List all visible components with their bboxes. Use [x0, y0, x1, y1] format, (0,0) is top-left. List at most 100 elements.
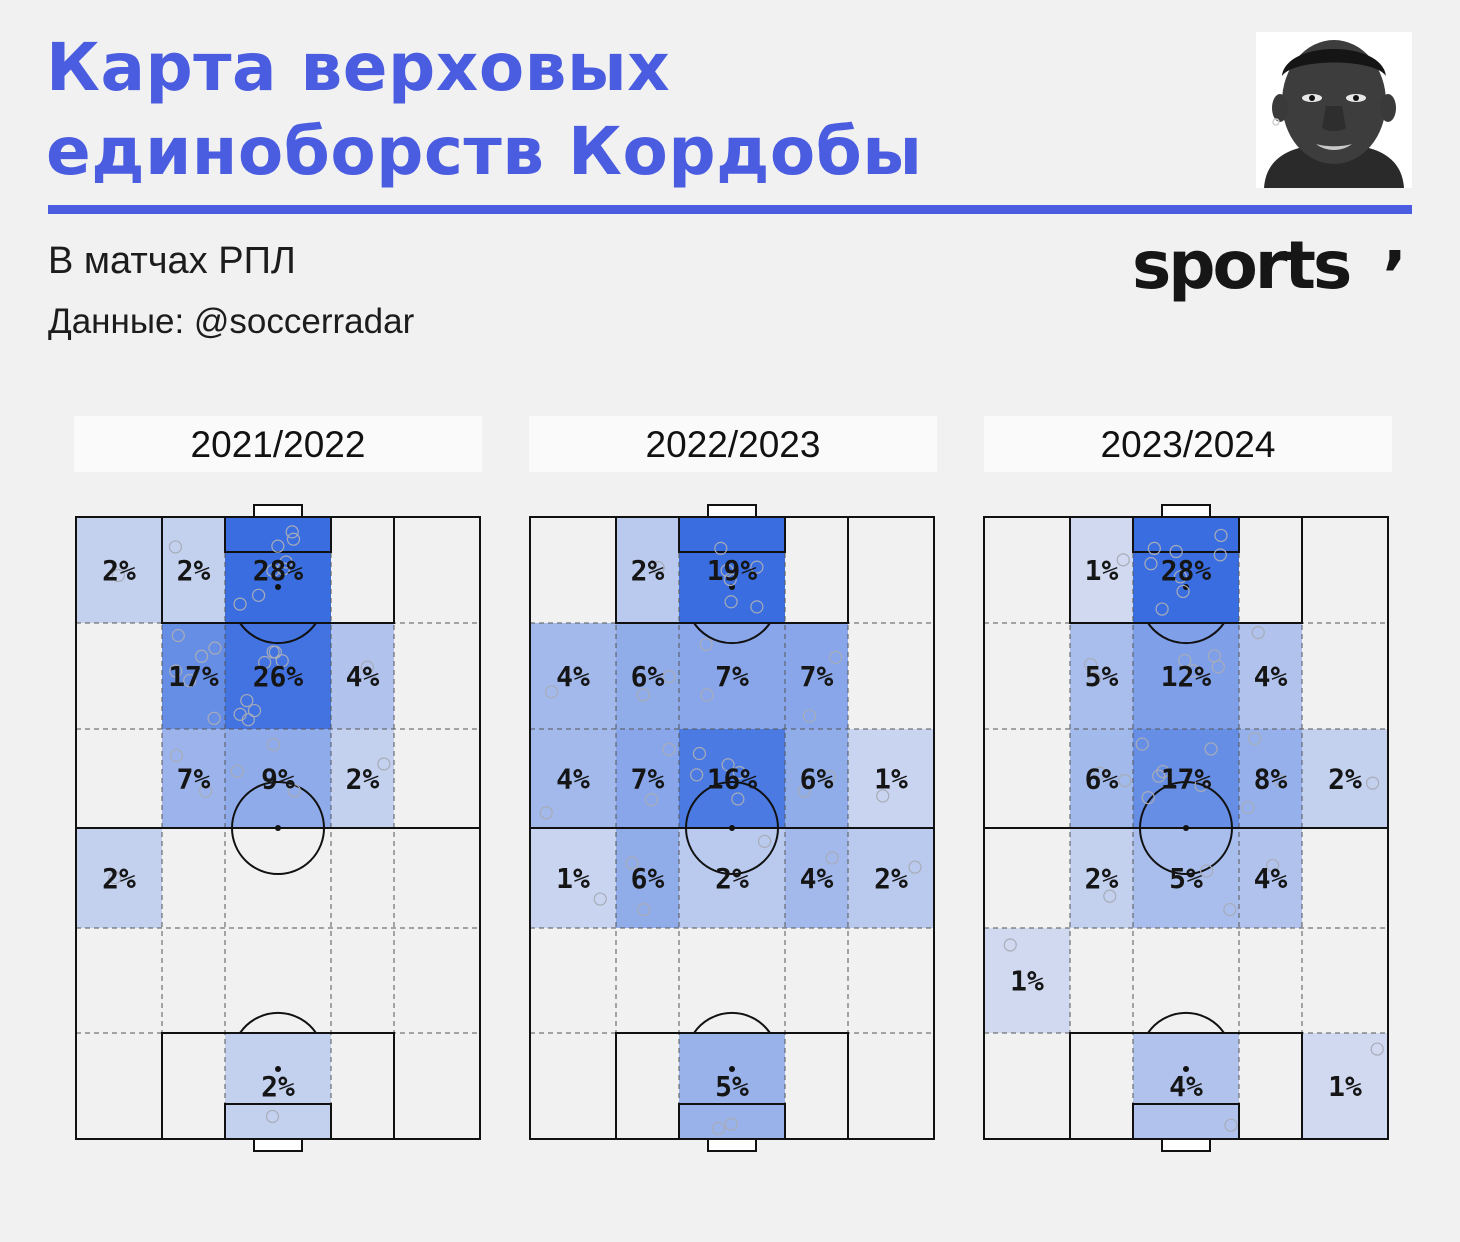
event-marker	[276, 562, 291, 576]
event-marker	[1144, 557, 1158, 571]
event-marker	[625, 856, 639, 870]
event-marker	[268, 645, 282, 659]
event-marker	[1223, 902, 1237, 917]
centre-spot	[275, 825, 281, 831]
event-marker	[1207, 649, 1221, 663]
event-marker	[233, 597, 247, 611]
event-marker	[1003, 938, 1017, 952]
data-source: Данные: @soccerradar	[48, 302, 415, 341]
event-marker	[1147, 541, 1161, 556]
event-marker	[637, 903, 651, 917]
event-marker	[750, 600, 764, 614]
event-marker	[1178, 653, 1192, 668]
event-marker	[199, 784, 213, 798]
cell-percentage: 4%	[556, 763, 590, 796]
event-marker	[797, 784, 811, 798]
pitch-1: 2% 2% 28% 17% 26% 4% 7% 9% 2% 2% 2%	[75, 504, 481, 1152]
cell-percentage: 12%	[1161, 660, 1212, 693]
heat-cell	[848, 729, 934, 828]
cell-percentage: 5%	[1085, 660, 1119, 693]
event-marker	[360, 660, 374, 674]
penalty-arc-bottom	[239, 1011, 317, 1034]
heat-cell	[679, 623, 785, 729]
heat-cell	[1302, 1033, 1388, 1139]
cell-percentage: 2%	[874, 862, 908, 895]
event-marker	[699, 637, 713, 652]
cell-percentage: 6%	[631, 660, 665, 693]
player-portrait-icon	[1256, 32, 1412, 188]
heat-cell	[1239, 729, 1302, 828]
event-marker	[111, 568, 125, 583]
heat-cell	[1239, 828, 1302, 928]
penalty-arc-top	[1147, 622, 1225, 645]
cell-percentage: 2%	[102, 862, 136, 895]
heat-cell	[162, 517, 225, 623]
heat-cell	[679, 828, 785, 928]
cell-percentage: 26%	[253, 660, 304, 693]
logo-text: sports	[1132, 227, 1352, 304]
event-marker	[233, 707, 247, 721]
penalty-spot-bottom	[729, 1066, 735, 1072]
goal-top	[707, 504, 757, 518]
event-marker	[1118, 773, 1132, 788]
event-marker	[285, 525, 299, 539]
penalty-arc-top	[239, 622, 317, 645]
heat-cell	[76, 828, 162, 928]
season-title-1: 2021/2022	[74, 416, 482, 472]
cell-percentage: 4%	[556, 660, 590, 693]
event-marker	[802, 709, 817, 723]
cell-percentage: 28%	[1161, 554, 1212, 587]
event-marker	[240, 693, 254, 708]
pitch-3: 1% 28% 5% 12% 4% 6% 17% 8% 2% 2% 5% 4% 1% 4% 1%	[983, 504, 1389, 1152]
cell-percentage: 2%	[102, 554, 136, 587]
event-marker	[593, 892, 607, 906]
event-marker	[1155, 602, 1169, 616]
event-marker	[1266, 858, 1280, 873]
event-marker	[286, 532, 301, 546]
penalty-spot-bottom	[275, 1066, 281, 1072]
heat-cell	[225, 623, 331, 729]
cell-percentage: 9%	[261, 763, 295, 796]
cell-percentage: 4%	[1254, 862, 1288, 895]
event-marker	[822, 770, 837, 784]
event-marker	[1141, 791, 1155, 805]
event-marker	[169, 664, 183, 678]
event-marker	[721, 758, 735, 772]
event-marker	[750, 560, 764, 574]
event-marker	[876, 789, 890, 803]
cell-percentage: 2%	[631, 554, 665, 587]
goal-top	[1161, 504, 1211, 518]
heat-cell	[1070, 828, 1133, 928]
heat-cell	[1070, 623, 1133, 729]
heat-cell	[1239, 623, 1302, 729]
event-marker	[1156, 764, 1170, 779]
cell-percentage: 7%	[631, 763, 665, 796]
event-marker	[720, 563, 734, 578]
heat-cell	[1133, 1033, 1239, 1139]
event-marker	[690, 768, 704, 782]
event-marker	[1273, 774, 1287, 788]
event-marker	[377, 757, 391, 771]
event-marker	[169, 748, 183, 763]
event-marker	[1103, 889, 1117, 903]
event-marker	[208, 641, 222, 655]
centre-circle	[231, 781, 325, 875]
event-marker	[700, 688, 714, 702]
event-marker	[731, 792, 745, 806]
heat-cell	[1070, 517, 1133, 623]
event-marker	[692, 746, 707, 761]
event-marker	[266, 737, 281, 752]
cell-percentage: 4%	[346, 660, 380, 693]
centre-circle	[1139, 781, 1233, 875]
heat-cell	[530, 623, 616, 729]
logo-mark: ’	[1382, 237, 1407, 314]
heat-cell	[1133, 828, 1239, 928]
heat-cell	[225, 729, 331, 828]
cell-percentage: 2%	[261, 1070, 295, 1103]
heat-cell	[616, 729, 679, 828]
event-marker	[829, 650, 843, 664]
cell-percentage: 2%	[715, 862, 749, 895]
event-marker	[230, 764, 244, 778]
event-marker	[1093, 766, 1107, 780]
